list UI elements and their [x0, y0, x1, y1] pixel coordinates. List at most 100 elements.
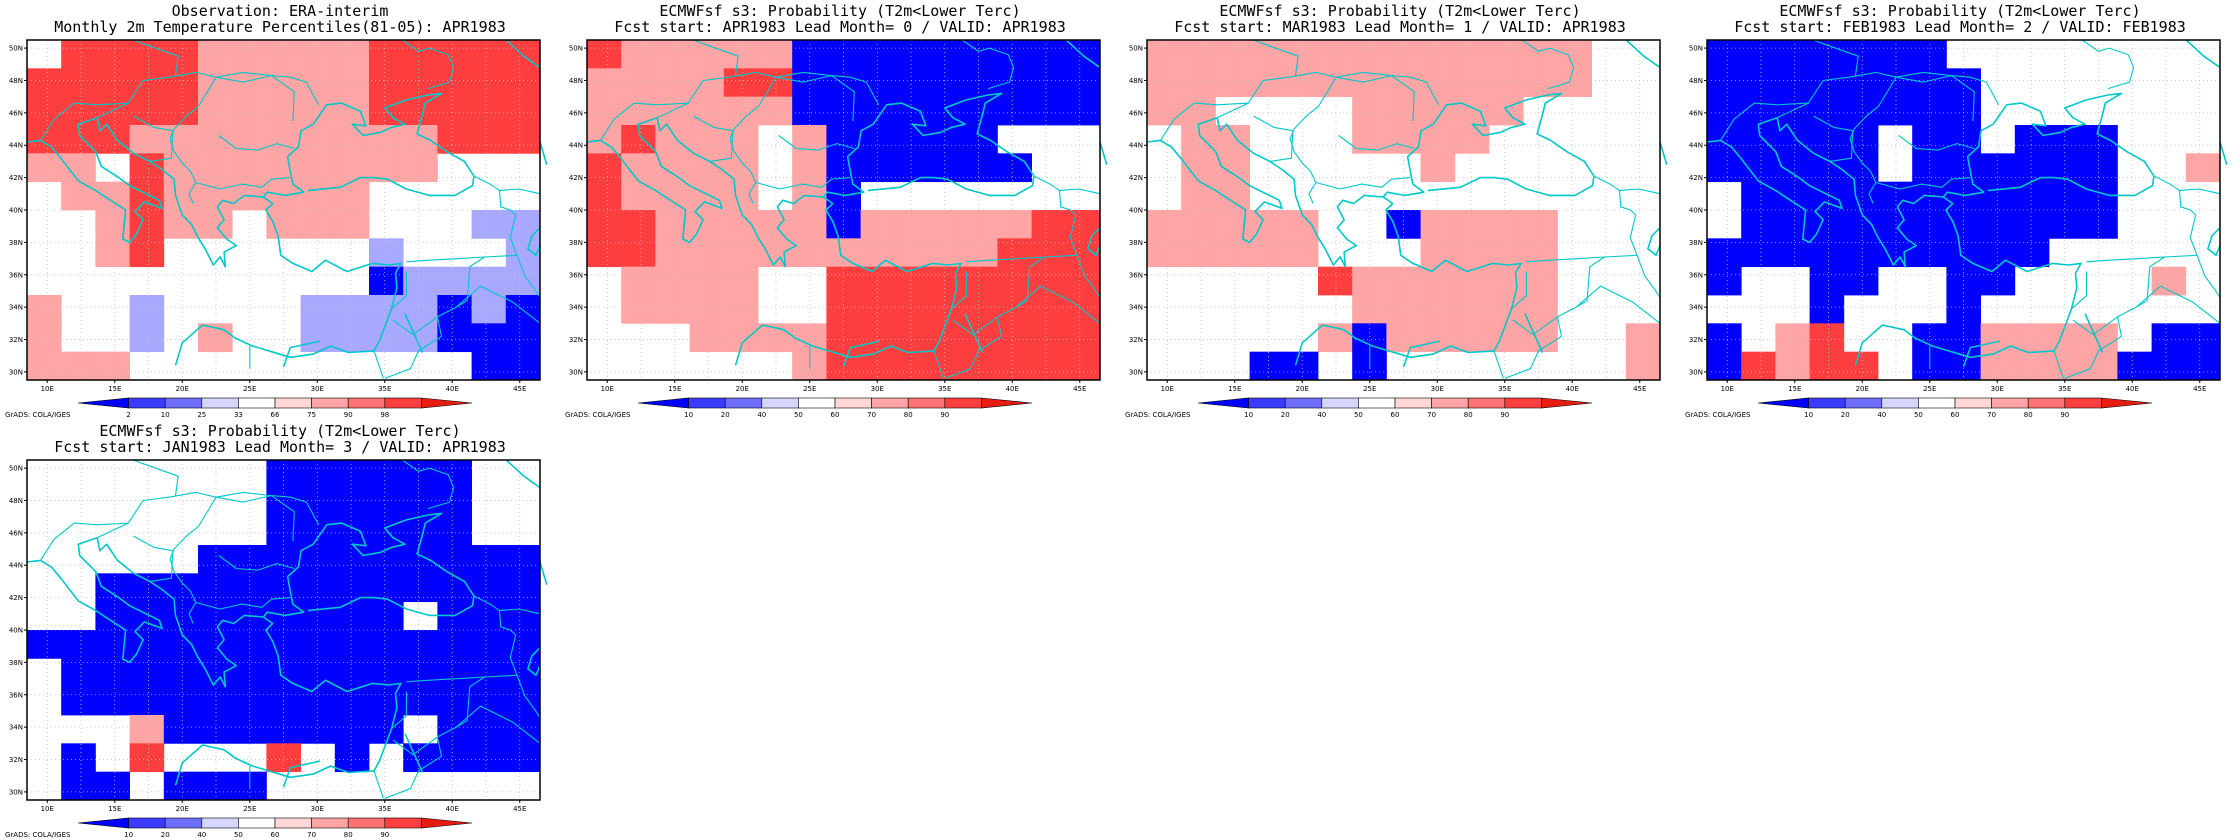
shaded-cell [587, 210, 622, 239]
lat-tick-label: 42N [1689, 174, 1703, 182]
shaded-cell [505, 68, 541, 98]
shaded-cell [437, 686, 472, 716]
shaded-cell [2151, 351, 2187, 381]
colorbar-label: 70 [1987, 411, 1996, 419]
country-border [391, 271, 407, 310]
shaded-cell [1031, 295, 1067, 324]
shaded-cell [1775, 323, 1810, 353]
shaded-cell [963, 210, 998, 239]
coastline [539, 141, 548, 165]
map-plot: 10E 15E 20E 25E 30E 35E 40E 45E 50N 48N 46N 44N 42N 4… [569, 39, 1108, 419]
lat-tick-label: 30N [9, 368, 23, 376]
shaded-cell [1454, 40, 1490, 69]
country-border [1253, 39, 1299, 76]
coastline [96, 537, 402, 786]
shaded-cell [1523, 68, 1558, 98]
shaded-cell [1707, 40, 1742, 69]
shaded-cell [300, 630, 336, 659]
lon-tick-label: 35E [2058, 385, 2071, 393]
country-border [401, 459, 455, 510]
panel-subtitle: Fcst start: MAR1983 Lead Month= 1 / VALI… [1174, 18, 1626, 36]
shaded-cell [471, 40, 507, 69]
country-border [693, 115, 734, 162]
lon-tick-label: 35E [378, 805, 391, 813]
panel-title: Observation: ERA-interim [171, 2, 389, 20]
shaded-cell [232, 686, 267, 716]
shaded-cell [1980, 153, 2016, 183]
lat-tick-label: 36N [9, 271, 23, 279]
shaded-cell [300, 686, 336, 716]
shaded-cell [1420, 153, 1456, 183]
colorbar: 10 20 40 50 60 70 80 90 [77, 817, 473, 839]
shaded-cell [587, 40, 622, 69]
country-border [1720, 102, 1809, 141]
shaded-cell [1775, 351, 1810, 381]
shaded-cell [198, 181, 233, 211]
panel-forecast-lead3: ECMWFsf s3: Probability (T2m<Lower Terc)… [0, 420, 560, 840]
shaded-cell [1775, 68, 1810, 98]
shaded-cell [826, 266, 861, 296]
shaded-cell [471, 125, 507, 154]
panel-subtitle: Fcst start: FEB1983 Lead Month= 2 / VALI… [1734, 18, 2186, 36]
shaded-cell [587, 68, 622, 98]
shaded-cell [723, 125, 759, 154]
shaded-cell [997, 68, 1032, 98]
colorbar-segment [384, 817, 422, 829]
shaded-cell [1454, 125, 1490, 154]
shaded-cell [689, 125, 725, 154]
shaded-cell [860, 266, 896, 296]
shaded-cell [1980, 351, 2016, 381]
lon-tick-label: 25E [1363, 385, 1376, 393]
shaded-cell [1809, 40, 1845, 69]
shaded-cell [1843, 238, 1879, 268]
shaded-cell [300, 545, 336, 574]
shaded-cell [300, 323, 336, 353]
lon-tick-label: 45E [513, 805, 526, 813]
shaded-cell [1065, 323, 1101, 353]
country-border [40, 522, 129, 561]
colorbar-label: 98 [380, 411, 389, 419]
colorbar-segment [1358, 397, 1396, 409]
colorbar-label: 80 [344, 831, 353, 839]
shaded-cell [471, 630, 507, 659]
shaded-cell [300, 715, 336, 744]
shaded-cell [403, 266, 438, 296]
colorbar-label: 20 [1841, 411, 1850, 419]
colorbar-segment [1248, 397, 1286, 409]
lon-tick-label: 30E [1991, 385, 2004, 393]
shaded-cell [723, 181, 759, 211]
shaded-cell [689, 295, 725, 324]
shaded-cell [1980, 181, 2016, 211]
shaded-cell [61, 658, 96, 688]
lat-tick-label: 48N [1129, 77, 1143, 85]
shaded-cell [963, 295, 998, 324]
shaded-cell [198, 715, 233, 744]
colorbar-label: 60 [1951, 411, 1960, 419]
colorbar-label: 50 [1354, 411, 1363, 419]
country-border [778, 135, 855, 151]
shaded-cell [95, 658, 130, 688]
shaded-cell [334, 125, 370, 154]
shaded-cell [997, 153, 1032, 183]
lon-tick-label: 10E [41, 805, 54, 813]
shaded-cell [1489, 40, 1524, 69]
country-border [40, 102, 129, 141]
shaded-cell [2014, 238, 2050, 268]
shaded-cell [2151, 266, 2187, 296]
shaded-cell [621, 40, 656, 69]
shaded-cell [1741, 40, 1776, 69]
shaded-cell [1809, 96, 1845, 126]
colorbar-segment [2027, 397, 2066, 409]
shaded-cell [587, 181, 622, 211]
grads-credit: GrADS: COLA/IGES [5, 411, 71, 419]
shaded-cell [505, 125, 541, 154]
lon-tick-label: 30E [311, 805, 324, 813]
shaded-cell [198, 686, 233, 716]
lon-tick-label: 40E [1566, 385, 1579, 393]
colorbar-segment [1504, 397, 1542, 409]
shaded-cell [471, 295, 507, 324]
shaded-cell [963, 68, 998, 98]
shaded-cell [689, 40, 725, 69]
shaded-cell [860, 295, 896, 324]
country-border [133, 39, 179, 76]
